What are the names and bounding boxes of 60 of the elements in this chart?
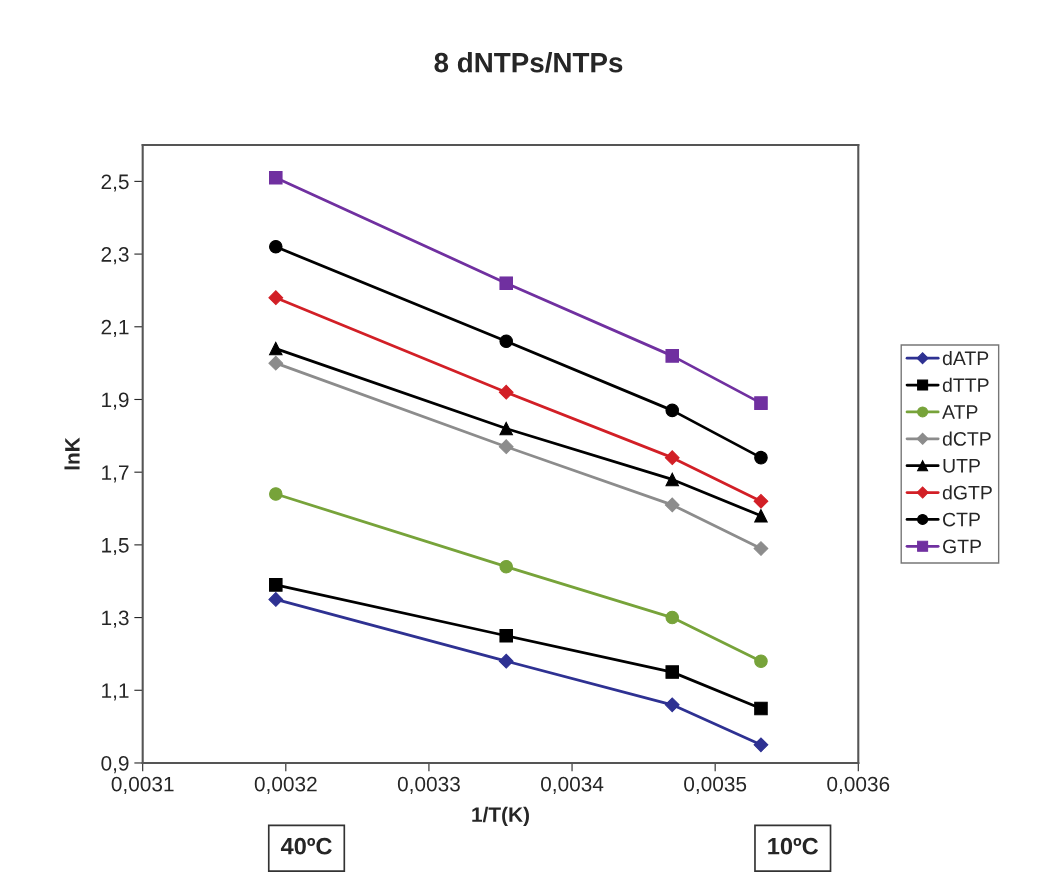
legend-label: dGTP (942, 485, 992, 500)
legend-label: ATP (942, 405, 978, 419)
legend-label: dTTP (942, 377, 989, 393)
point (499, 628, 513, 643)
point (269, 487, 283, 501)
y-tick-label: 0,9 (101, 755, 129, 774)
point (498, 439, 514, 455)
point (268, 355, 284, 371)
x-tick-label: 0,0035 (684, 776, 747, 794)
point (665, 665, 679, 679)
chart-title: 8 dNTPs/NTPs (434, 52, 623, 73)
point (269, 240, 283, 254)
x-tick-label: 0,0033 (397, 776, 460, 794)
point (753, 493, 769, 509)
text: 40ºC (280, 837, 332, 855)
point (269, 341, 283, 356)
text: 10ºC (768, 837, 819, 855)
y-tick-label: 2,5 (101, 174, 129, 192)
legend-label: dATP (942, 350, 989, 366)
point (754, 509, 768, 523)
point (499, 334, 513, 349)
point (268, 290, 284, 306)
legend-label: GTP (943, 539, 981, 554)
x-tick-label: 0,0034 (541, 776, 604, 794)
point (499, 276, 513, 290)
x-axis-title: 1/T(K) (472, 806, 529, 827)
point (498, 653, 514, 669)
y-tick-label: 2,1 (101, 319, 129, 337)
legend-label: CTP (943, 512, 980, 527)
point (665, 472, 679, 487)
legend-label: dCTP (942, 431, 991, 446)
y-tick-label: 2,3 (101, 247, 129, 265)
y-tick-label: 1,7 (102, 465, 129, 483)
y-tick-label: 1,9 (102, 392, 129, 410)
point (754, 701, 768, 716)
y-tick-label: 1,1 (102, 683, 129, 701)
point (665, 610, 679, 625)
point (269, 170, 283, 185)
x-tick-label: 0,0032 (254, 776, 317, 794)
point (269, 578, 283, 592)
point (754, 396, 768, 410)
point (664, 697, 680, 713)
point (665, 403, 679, 418)
x-tick-label: 0,0031 (111, 776, 174, 794)
point (664, 450, 680, 466)
point (753, 541, 769, 556)
point (499, 559, 513, 574)
point (665, 349, 679, 363)
y-tick-label: 1,5 (102, 538, 129, 556)
x-tick-label: 0,0036 (827, 776, 890, 794)
point (498, 384, 514, 400)
point (499, 421, 513, 436)
y-axis-title: lnK (64, 437, 80, 470)
point (753, 737, 769, 753)
y-tick-label: 1,3 (102, 610, 129, 628)
legend-label: UTP (943, 459, 980, 473)
point (754, 654, 768, 668)
point (268, 592, 284, 607)
point (754, 450, 768, 465)
point (664, 497, 680, 513)
